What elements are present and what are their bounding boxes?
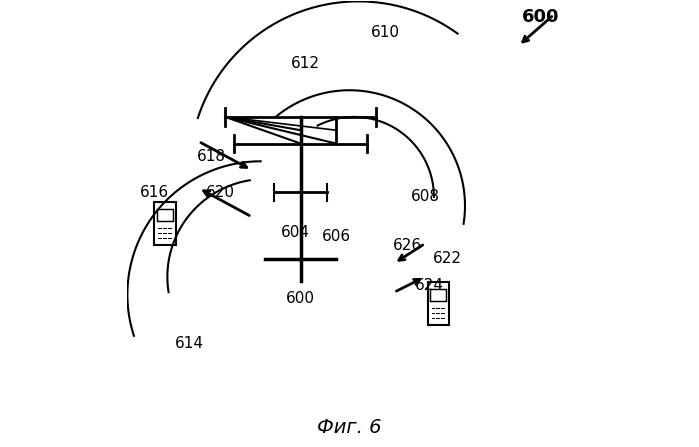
Text: 620: 620: [206, 185, 235, 200]
Text: 604: 604: [280, 225, 310, 240]
Text: 612: 612: [291, 56, 319, 71]
Text: 616: 616: [140, 185, 168, 200]
Text: 600: 600: [521, 8, 559, 26]
Text: 606: 606: [322, 229, 351, 244]
Text: 624: 624: [415, 278, 444, 293]
Text: 626: 626: [393, 238, 421, 253]
Bar: [157, 209, 173, 221]
Text: 614: 614: [175, 336, 204, 351]
Text: 600: 600: [286, 291, 315, 307]
Bar: [428, 283, 449, 325]
Text: 618: 618: [197, 149, 226, 164]
Text: 608: 608: [410, 189, 440, 204]
Bar: [431, 289, 447, 301]
Text: 622: 622: [433, 252, 462, 266]
Bar: [154, 202, 176, 245]
Text: 610: 610: [370, 25, 400, 40]
Text: Фиг. 6: Фиг. 6: [317, 418, 382, 437]
